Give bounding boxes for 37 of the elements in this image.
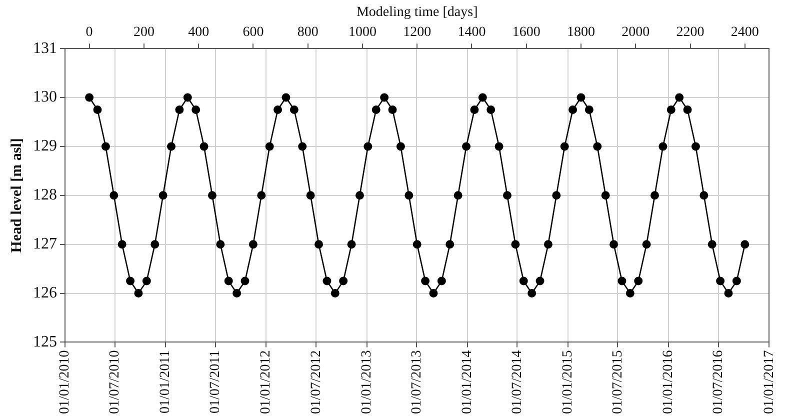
- x-tick-label: 01/07/2016: [711, 350, 726, 414]
- x-tick-label: 01/07/2015: [610, 350, 626, 414]
- y-tick-label: 129: [33, 138, 57, 155]
- y-tick-label: 125: [33, 333, 57, 350]
- x2-tick-label: 1800: [566, 24, 595, 40]
- x-tick-label: 01/07/2011: [208, 350, 224, 414]
- x2-tick-label: 0: [86, 24, 93, 40]
- y-axis-title: Head level [m asl]: [8, 138, 25, 253]
- x2-tick-label: 1000: [348, 24, 376, 40]
- y-tick-label: 130: [33, 88, 57, 106]
- x-tick-label: 01/07/2010: [108, 350, 123, 414]
- x2-tick-label: 200: [133, 24, 154, 40]
- x2-tick-label: 1400: [458, 24, 486, 40]
- x2-tick-label: 400: [188, 24, 210, 40]
- x-tick-label: 01/01/2017: [762, 350, 777, 414]
- y-tick-label: 127: [33, 236, 57, 253]
- x-tick-label: 01/01/2015: [560, 350, 576, 414]
- x2-tick-label: 2000: [622, 24, 650, 40]
- x2-tick-label: 1200: [403, 24, 432, 40]
- x-tick-label: 01/07/2012: [308, 350, 324, 414]
- x2-tick-label: 2400: [730, 24, 759, 40]
- y-tick-label: 131: [33, 40, 57, 57]
- x2-axis-title: Modeling time [days]: [356, 5, 478, 20]
- y-tick-label: 126: [33, 284, 57, 302]
- x-tick-label: 01/07/2013: [409, 350, 424, 414]
- x2-tick-label: 600: [242, 24, 264, 40]
- y-tick-label: 128: [33, 186, 57, 204]
- x2-tick-label: 1600: [512, 24, 540, 40]
- x2-tick-label: 2200: [676, 24, 704, 40]
- x-tick-label: 01/01/2011: [158, 350, 174, 414]
- x-tick-label: 01/07/2014: [510, 350, 525, 414]
- x-tick-label: 01/01/2010: [58, 350, 73, 414]
- x-tick-label: 01/01/2016: [661, 350, 676, 414]
- x2-tick-label: 800: [297, 24, 318, 40]
- x-tick-label: 01/01/2014: [460, 350, 476, 414]
- x-tick-label: 01/01/2012: [258, 350, 274, 414]
- x-tick-label: 01/01/2013: [360, 350, 375, 414]
